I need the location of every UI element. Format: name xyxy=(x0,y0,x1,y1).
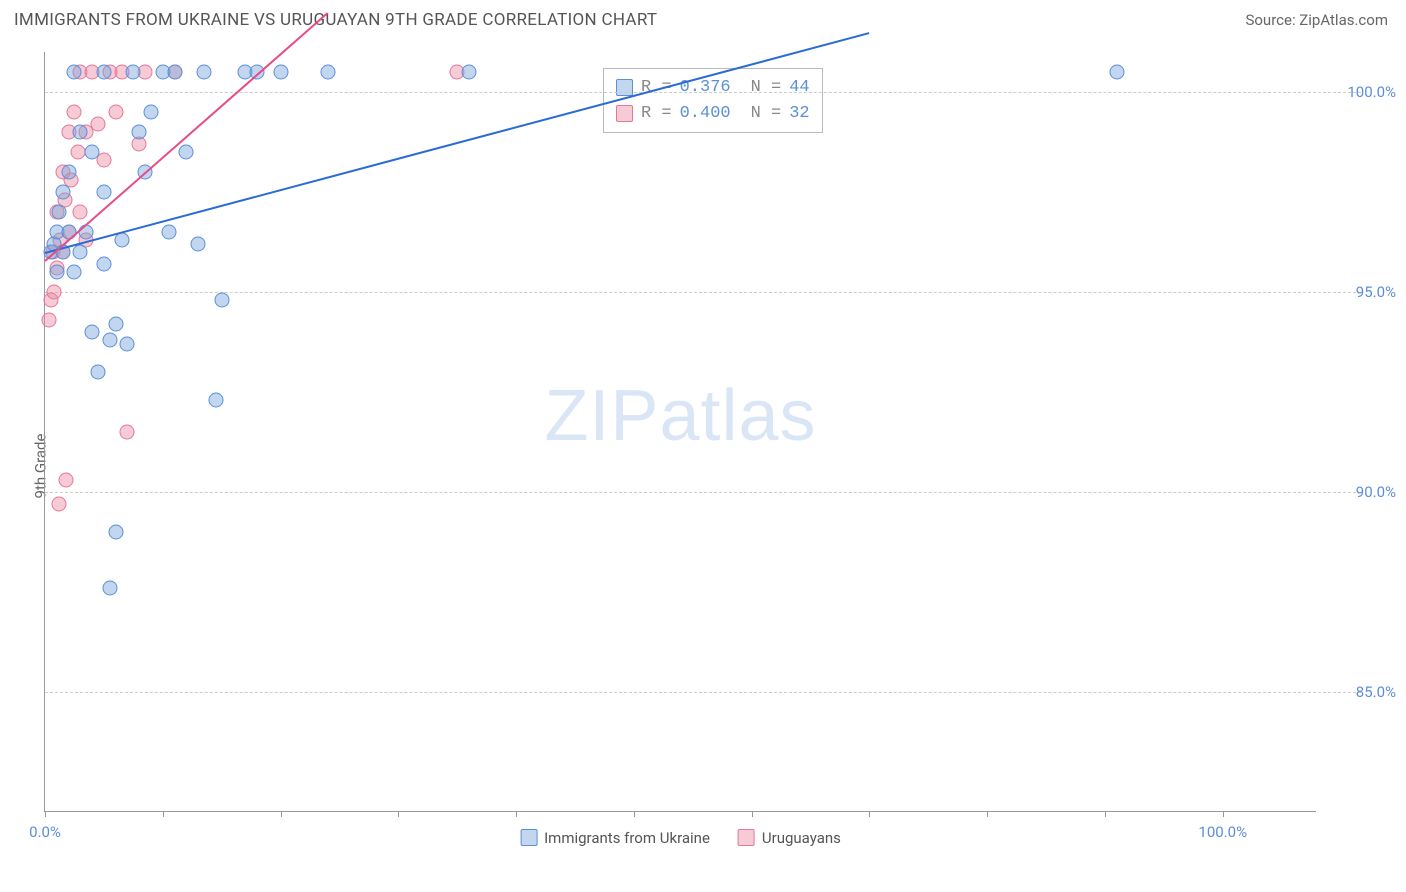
scatter-point xyxy=(70,145,85,160)
scatter-point xyxy=(102,333,117,348)
scatter-point xyxy=(73,205,88,220)
scatter-point xyxy=(85,325,100,340)
scatter-point xyxy=(96,185,111,200)
scatter-point xyxy=(49,265,64,280)
n-value-uruguay: 32 xyxy=(789,101,809,127)
swatch-ukraine xyxy=(520,829,537,846)
scatter-point xyxy=(191,237,206,252)
scatter-point xyxy=(59,473,74,488)
scatter-point xyxy=(61,165,76,180)
swatch-uruguay xyxy=(738,829,755,846)
swatch-uruguay xyxy=(616,105,633,122)
x-tick-label: 0.0% xyxy=(29,823,61,841)
scatter-point xyxy=(126,65,141,80)
x-tick-label: 100.0% xyxy=(1198,823,1247,841)
swatch-ukraine xyxy=(616,79,633,96)
scatter-point xyxy=(96,65,111,80)
watermark-light: atlas xyxy=(659,376,816,456)
x-tick-mark xyxy=(45,811,46,817)
scatter-point xyxy=(67,105,82,120)
x-tick-mark xyxy=(398,811,399,817)
x-tick-mark xyxy=(869,811,870,817)
n-value-ukraine: 44 xyxy=(789,75,809,101)
scatter-point xyxy=(52,497,67,512)
scatter-point xyxy=(55,185,70,200)
scatter-point xyxy=(132,125,147,140)
y-tick-label: 90.0% xyxy=(1326,483,1396,501)
scatter-point xyxy=(96,257,111,272)
scatter-point xyxy=(179,145,194,160)
chart-title: IMMIGRANTS FROM UKRAINE VS URUGUAYAN 9TH… xyxy=(14,10,657,30)
stats-row-uruguay: R = 0.400 N = 32 xyxy=(616,101,810,127)
n-label: N = xyxy=(751,75,782,101)
scatter-point xyxy=(144,105,159,120)
scatter-point xyxy=(91,365,106,380)
scatter-point xyxy=(161,225,176,240)
y-tick-label: 85.0% xyxy=(1326,683,1396,701)
scatter-point xyxy=(108,317,123,332)
scatter-point xyxy=(85,145,100,160)
x-tick-mark xyxy=(987,811,988,817)
scatter-point xyxy=(197,65,212,80)
scatter-point xyxy=(52,205,67,220)
scatter-point xyxy=(67,265,82,280)
scatter-point xyxy=(47,285,62,300)
r-value-ukraine: 0.376 xyxy=(680,75,731,101)
scatter-point xyxy=(120,425,135,440)
x-tick-mark xyxy=(752,811,753,817)
legend-label-uruguay: Uruguayans xyxy=(762,829,841,847)
source-label: Source: ZipAtlas.com xyxy=(1245,11,1388,29)
gridline-h xyxy=(45,92,1361,93)
scatter-point xyxy=(67,65,82,80)
x-tick-mark xyxy=(163,811,164,817)
scatter-point xyxy=(108,525,123,540)
watermark-strong: ZIP xyxy=(544,376,659,456)
scatter-point xyxy=(41,313,56,328)
n-label: N = xyxy=(751,101,782,127)
gridline-h xyxy=(45,492,1361,493)
plot-area: ZIPatlas R = 0.376 N = 44 R = 0.400 N = … xyxy=(44,52,1316,812)
scatter-point xyxy=(120,337,135,352)
gridline-h xyxy=(45,692,1361,693)
legend-label-ukraine: Immigrants from Ukraine xyxy=(544,829,710,847)
x-tick-mark xyxy=(516,811,517,817)
legend-item-ukraine: Immigrants from Ukraine xyxy=(520,829,710,847)
scatter-point xyxy=(462,65,477,80)
scatter-point xyxy=(208,393,223,408)
y-tick-label: 95.0% xyxy=(1326,283,1396,301)
scatter-point xyxy=(73,125,88,140)
x-tick-mark xyxy=(634,811,635,817)
scatter-point xyxy=(102,581,117,596)
scatter-point xyxy=(73,245,88,260)
stats-row-ukraine: R = 0.376 N = 44 xyxy=(616,75,810,101)
scatter-point xyxy=(91,117,106,132)
gridline-h xyxy=(45,292,1361,293)
scatter-point xyxy=(108,105,123,120)
chart-container: 9th Grade ZIPatlas R = 0.376 N = 44 R = … xyxy=(0,40,1406,892)
legend-bottom: Immigrants from Ukraine Uruguayans xyxy=(520,829,841,847)
r-label: R = xyxy=(641,101,672,127)
scatter-point xyxy=(1109,65,1124,80)
x-tick-mark xyxy=(1223,811,1224,817)
scatter-point xyxy=(167,65,182,80)
scatter-point xyxy=(273,65,288,80)
x-tick-mark xyxy=(1105,811,1106,817)
stats-legend-box: R = 0.376 N = 44 R = 0.400 N = 32 xyxy=(603,68,823,133)
x-tick-mark xyxy=(281,811,282,817)
y-tick-label: 100.0% xyxy=(1326,83,1396,101)
scatter-point xyxy=(214,293,229,308)
watermark: ZIPatlas xyxy=(544,375,816,457)
legend-item-uruguay: Uruguayans xyxy=(738,829,841,847)
r-value-uruguay: 0.400 xyxy=(680,101,731,127)
scatter-point xyxy=(320,65,335,80)
